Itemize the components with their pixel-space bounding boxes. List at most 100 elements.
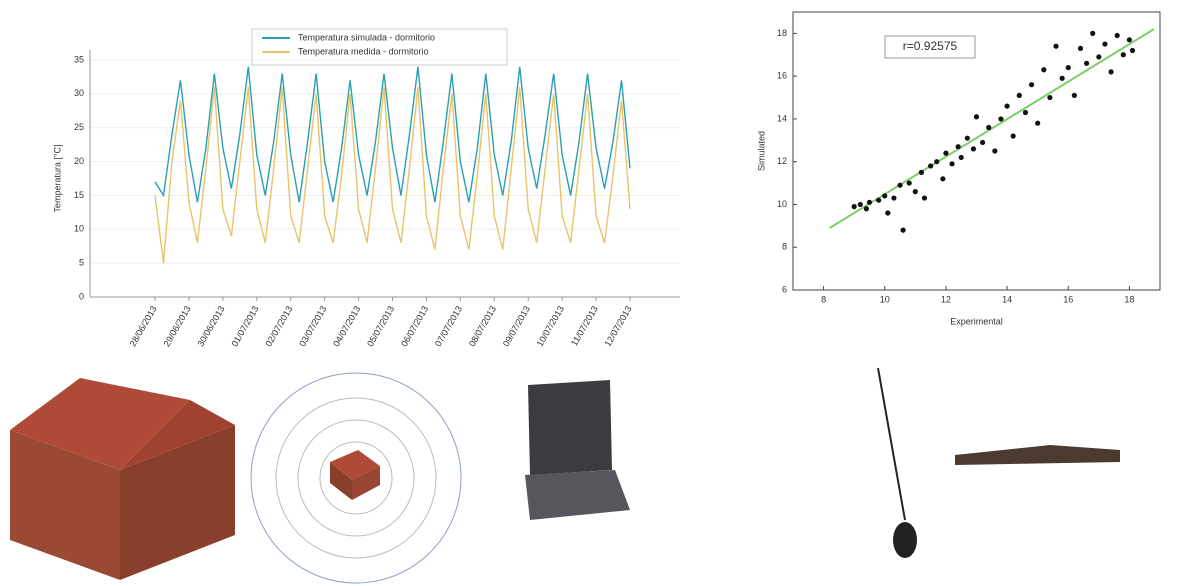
scatter-point [1072,93,1077,98]
x-tick-label: 08/07/2013 [467,304,498,348]
scatter-point [1127,37,1132,42]
x-tick-label: 11/07/2013 [569,304,600,347]
scatter-point [943,151,948,156]
y-tick-label: 6 [782,284,787,294]
scatter-point [1096,54,1101,59]
scatter-point [1121,52,1126,57]
scatter-point [949,161,954,166]
scatter-point [922,195,927,200]
scatter-point [1041,67,1046,72]
x-axis-label: Experimental [950,316,1003,326]
y-tick-label: 10 [777,199,787,209]
scatter-point [885,210,890,215]
x-tick-label: 09/07/2013 [501,304,532,348]
scatter-point [980,140,985,145]
annotation: r=0.92575 [903,39,958,53]
legend-label: Temperatura simulada - dormitorio [298,32,435,42]
x-tick-label: 10 [880,294,890,304]
scatter-point [1102,41,1107,46]
scatter-point [1115,33,1120,38]
scatter-point [901,228,906,233]
scatter-point [897,183,902,188]
x-tick-label: 30/06/2013 [195,304,226,348]
scatter-point [1035,121,1040,126]
scatter-point [864,206,869,211]
scatter-point [1004,103,1009,108]
scatter-point [1084,61,1089,66]
x-tick-label: 29/06/2013 [162,304,193,348]
panel-sun-path [251,373,461,583]
y-tick-label: 35 [74,54,84,64]
legend-label: Temperatura medida - dormitorio [298,46,429,56]
x-tick-label: 12 [941,294,951,304]
x-tick-label: 8 [821,294,826,304]
line-series [155,87,630,263]
y-tick-label: 14 [777,113,787,123]
y-tick-label: 5 [79,258,84,268]
scatter-point [913,189,918,194]
x-tick-label: 03/07/2013 [297,304,328,348]
scatter-point [1053,44,1058,49]
y-tick-label: 25 [74,122,84,132]
scatter-point [858,202,863,207]
scatter-point [1060,76,1065,81]
y-tick-label: 8 [782,242,787,252]
y-tick-label: 12 [777,156,787,166]
x-tick-label: 28/06/2013 [128,304,159,348]
figure-canvas: 0 5 10 15 20 25 30 35 Temperatura [°C] 28/06/2013… [0,0,1183,586]
panel-laptop [525,380,630,520]
scatter-point [891,195,896,200]
y-tick-label: 0 [79,291,84,301]
x-tick-label: 18 [1124,294,1134,304]
figure: 0 5 10 15 20 25 30 35 Temperatura [°C] 28/06/2013… [0,0,1183,586]
y-tick-label: 15 [74,190,84,200]
scatter-point [1066,65,1071,70]
scatter-point [940,176,945,181]
scatter-point [956,144,961,149]
scatter-point [867,200,872,205]
line-series [155,67,630,202]
scatter-point [986,125,991,130]
x-tick-label: 10/07/2013 [535,304,566,348]
x-tick-label: 12/07/2013 [603,304,634,348]
scatter-point [1017,93,1022,98]
scatter-point [1090,31,1095,36]
scatter-point [1108,69,1113,74]
x-tick-label: 14 [1002,294,1012,304]
scatter-point [992,148,997,153]
scatter-point [1078,46,1083,51]
y-axis-label: Temperatura [°C] [52,144,62,212]
panel-house-photo [955,445,1120,465]
scatter-point [907,180,912,185]
y-tick-label: 10 [74,224,84,234]
x-tick-label: 04/07/2013 [331,304,362,348]
x-tick-label: 07/07/2013 [433,304,464,348]
scatter-point [971,146,976,151]
scatter-point [998,116,1003,121]
y-tick-label: 16 [777,71,787,81]
x-tick-label: 16 [1063,294,1073,304]
scatter-point [882,193,887,198]
scatter-point [974,114,979,119]
scatter-point [934,159,939,164]
scatter-point [928,163,933,168]
scatter-point [965,136,970,141]
x-tick-label: 06/07/2013 [399,304,430,348]
scatter-point [959,155,964,160]
scatter-point [876,198,881,203]
scatter-point [1023,110,1028,115]
x-tick-label: 02/07/2013 [263,304,294,348]
y-tick-label: 20 [74,156,84,166]
scatter-point [1011,133,1016,138]
x-tick-label: 01/07/2013 [229,304,260,348]
y-tick-label: 30 [74,88,84,98]
scatter-point [1029,82,1034,87]
x-tick-label: 05/07/2013 [365,304,396,348]
panel-room [878,368,917,558]
plot-frame [793,12,1160,290]
y-axis-label: Simulated [756,131,766,171]
y-tick-label: 18 [777,28,787,38]
panel-house-model [10,378,235,580]
scatter-point [1047,95,1052,100]
scatter-point [852,204,857,209]
